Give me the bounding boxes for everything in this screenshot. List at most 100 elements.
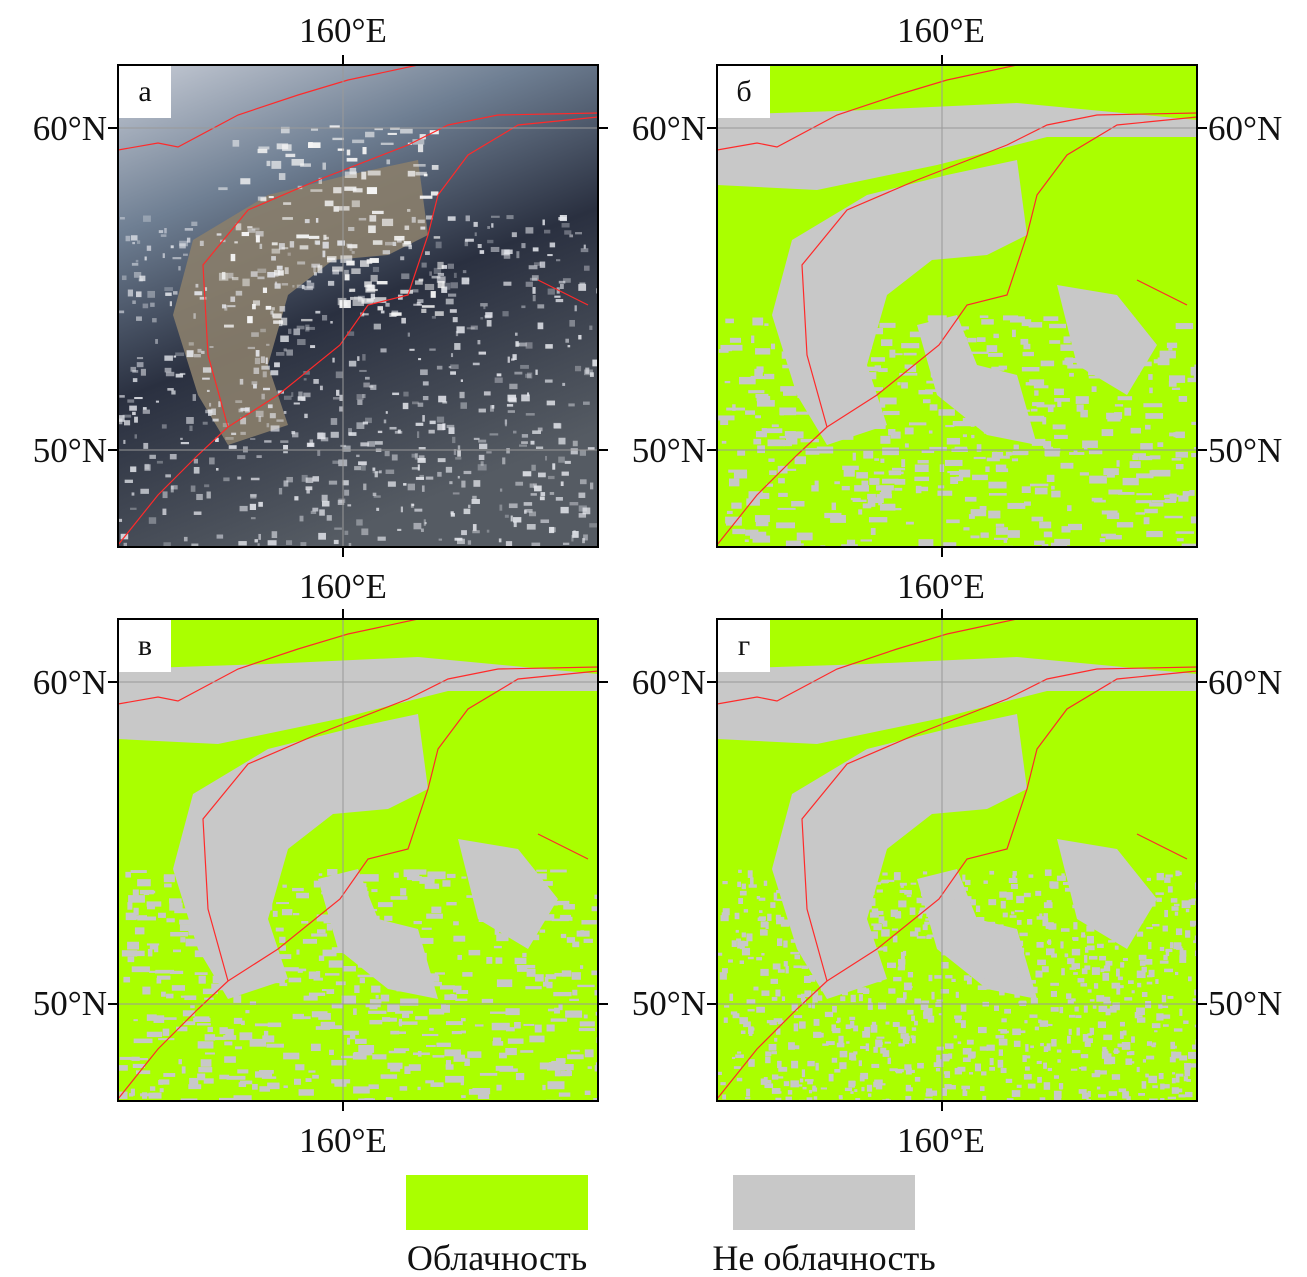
clear-speck	[910, 907, 916, 914]
cloud-speck	[316, 218, 318, 223]
snow-speck	[253, 300, 260, 305]
clear-speck	[400, 1086, 408, 1090]
cloud-speck	[548, 476, 555, 479]
clear-speck	[497, 979, 512, 987]
clear-speck	[908, 972, 913, 977]
clear-speck	[1122, 934, 1126, 938]
cloud-speck	[558, 438, 565, 445]
cloud-speck	[284, 411, 287, 414]
cloud-speck	[544, 230, 550, 234]
clear-speck	[1114, 1048, 1118, 1054]
clear-speck	[1003, 952, 1010, 955]
clear-speck	[973, 967, 977, 969]
clear-speck	[1168, 347, 1172, 350]
clear-speck	[821, 989, 825, 991]
cloud-speck	[579, 513, 586, 518]
cloud-speck	[478, 244, 482, 248]
cloud-speck	[401, 273, 409, 279]
clear-speck	[980, 532, 988, 537]
clear-speck	[347, 1038, 350, 1045]
cloud-speck	[161, 234, 167, 237]
clear-speck	[1157, 442, 1163, 447]
cloud-speck	[556, 299, 564, 302]
cloud-speck	[330, 321, 332, 324]
clear-speck	[764, 323, 768, 326]
clear-speck	[166, 994, 173, 999]
clear-speck	[440, 985, 455, 989]
clear-speck	[1144, 517, 1150, 524]
cloud-speck	[305, 325, 309, 332]
clear-speck	[962, 1091, 967, 1096]
clear-speck	[855, 895, 864, 899]
clear-speck	[934, 1062, 942, 1067]
clear-speck	[137, 879, 151, 886]
clear-speck	[772, 1088, 780, 1091]
cloud-speck	[162, 509, 166, 515]
clear-speck	[255, 1023, 270, 1026]
clear-speck	[391, 970, 397, 978]
cloud-speck	[542, 220, 544, 226]
clear-speck	[1088, 371, 1096, 375]
clear-speck	[967, 408, 972, 415]
clear-speck	[1025, 1044, 1028, 1052]
clear-speck	[1107, 513, 1119, 519]
clear-speck	[783, 940, 787, 947]
cloud-speck	[393, 242, 396, 246]
clear-speck	[999, 892, 1006, 898]
clear-speck	[1182, 900, 1191, 908]
clear-speck	[1097, 873, 1101, 877]
clear-speck	[918, 460, 929, 463]
clear-speck	[1136, 918, 1143, 923]
cloud-speck	[180, 438, 183, 440]
clear-speck	[1142, 1081, 1147, 1089]
clear-speck	[533, 935, 539, 941]
cloud-speck	[236, 291, 242, 296]
cloud-speck	[149, 517, 156, 524]
cloud-speck	[502, 311, 508, 316]
clear-speck	[978, 1027, 987, 1033]
cloud-speck	[446, 299, 454, 305]
clear-speck	[190, 902, 202, 908]
snow-speck	[224, 325, 234, 328]
snow-speck	[256, 235, 260, 242]
clear-speck	[1155, 892, 1163, 895]
clear-speck	[360, 874, 378, 881]
clear-speck	[207, 1027, 212, 1032]
clear-speck	[1095, 1070, 1101, 1076]
clear-speck	[894, 488, 902, 491]
clear-speck	[1014, 990, 1019, 998]
cloud-speck	[479, 444, 487, 449]
clear-speck	[1152, 1042, 1156, 1045]
clear-speck	[350, 918, 365, 923]
clear-speck	[737, 451, 745, 456]
clear-speck	[888, 429, 895, 435]
clear-speck	[737, 882, 741, 887]
cloud-speck	[183, 254, 188, 256]
clear-speck	[390, 1031, 399, 1035]
clear-speck	[1150, 455, 1161, 459]
cloud-speck	[284, 348, 287, 351]
clear-speck	[1007, 503, 1025, 509]
clear-speck	[1001, 1068, 1007, 1073]
cloud-speck	[137, 362, 144, 367]
lon-label: 160°E	[299, 567, 387, 606]
clear-speck	[937, 491, 952, 496]
clear-speck	[1060, 1007, 1064, 1013]
clear-speck	[975, 1064, 981, 1072]
cloud-speck	[386, 411, 388, 414]
clear-speck	[1132, 455, 1138, 460]
clear-speck	[172, 985, 185, 991]
snow-speck	[310, 189, 322, 192]
clear-speck	[880, 504, 895, 511]
clear-speck	[1164, 516, 1182, 518]
clear-speck	[1014, 1041, 1021, 1047]
clear-speck	[1071, 998, 1075, 1001]
clear-speck	[748, 1026, 754, 1034]
clear-speck	[834, 1069, 840, 1073]
cloud-speck	[473, 363, 480, 366]
cloud-speck	[266, 344, 269, 346]
cloud-speck	[134, 417, 138, 423]
cloud-speck	[369, 386, 373, 388]
clear-speck	[917, 898, 923, 904]
cloud-speck	[423, 381, 429, 385]
